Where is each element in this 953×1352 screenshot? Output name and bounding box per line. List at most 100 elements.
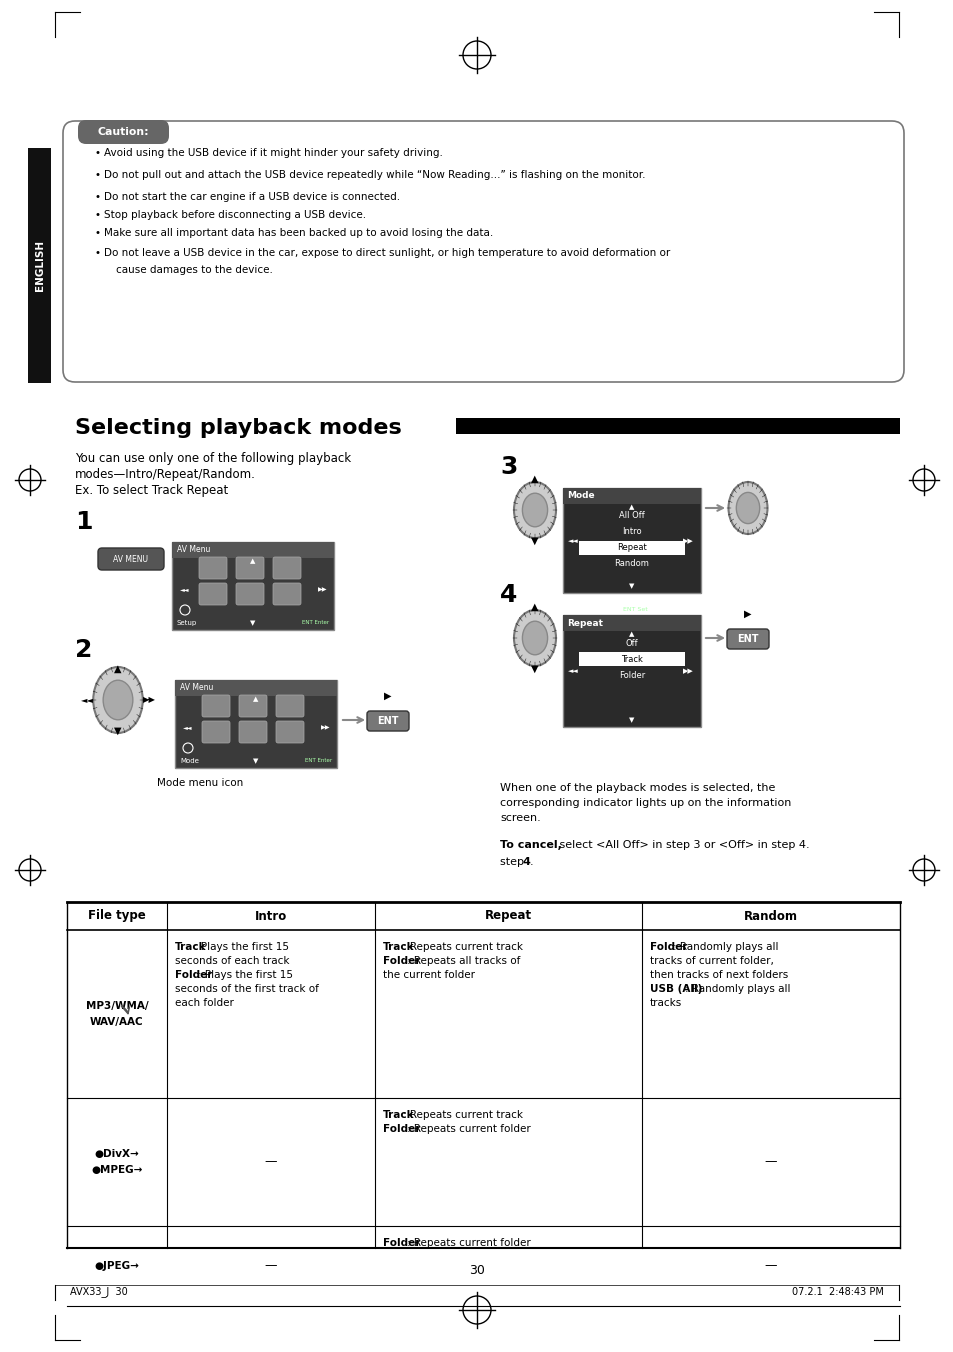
Bar [28,147,51,383]
Text: Avoid using the USB device if it might hinder your safety driving.: Avoid using the USB device if it might h… [104,147,442,158]
Text: : Repeats current track: : Repeats current track [402,1110,522,1119]
Bar [562,488,700,594]
Text: step: step [499,857,527,867]
FancyBboxPatch shape [199,583,227,604]
Text: Repeat: Repeat [566,618,602,627]
Text: •: • [94,192,100,201]
Text: : Plays the first 15: : Plays the first 15 [198,969,294,980]
Text: ▼: ▼ [114,726,122,735]
Text: ▶: ▶ [743,608,751,619]
Text: •: • [94,228,100,238]
Text: ▼: ▼ [250,621,255,626]
Text: AV MENU: AV MENU [113,554,149,564]
Text: : Randomly plays all: : Randomly plays all [673,942,778,952]
Text: ▼: ▼ [531,664,538,675]
Text: Folder: Folder [618,671,644,680]
Text: To cancel,: To cancel, [499,840,561,850]
Text: WAV/AAC: WAV/AAC [91,1017,144,1028]
Text: Make sure all important data has been backed up to avoid losing the data.: Make sure all important data has been ba… [104,228,493,238]
Bar [562,615,700,631]
Text: Do not leave a USB device in the car, expose to direct sunlight, or high tempera: Do not leave a USB device in the car, ex… [104,247,670,258]
Text: ▲: ▲ [114,664,122,675]
Text: AVX33_J  30: AVX33_J 30 [70,1287,128,1298]
Text: ▲: ▲ [250,558,255,564]
Text: : Plays the first 15: : Plays the first 15 [194,942,289,952]
Text: ENT Enter: ENT Enter [305,758,332,764]
Text: Track: Track [383,942,415,952]
Text: Mode: Mode [180,758,198,764]
Text: Folder: Folder [383,1238,420,1248]
Text: Random: Random [614,560,649,568]
Text: Off: Off [625,638,638,648]
FancyBboxPatch shape [98,548,164,571]
Text: You can use only one of the following playback: You can use only one of the following pl… [75,452,351,465]
Text: Mode menu icon: Mode menu icon [156,777,243,788]
Text: tracks: tracks [649,998,681,1009]
Text: ENGLISH: ENGLISH [34,239,45,291]
Text: corresponding indicator lights up on the information: corresponding indicator lights up on the… [499,798,791,808]
FancyBboxPatch shape [273,583,301,604]
Text: Folder: Folder [649,942,686,952]
FancyBboxPatch shape [367,711,409,731]
Text: Intro: Intro [254,910,287,922]
Text: File type: File type [88,910,146,922]
Ellipse shape [103,680,132,719]
Text: then tracks of next folders: then tracks of next folders [649,969,787,980]
Text: USB (All): USB (All) [649,984,701,994]
Text: —: — [265,1156,277,1168]
Text: Caution:: Caution: [97,127,150,137]
Text: ◄◄: ◄◄ [183,726,193,730]
Text: Mode: Mode [566,492,594,500]
FancyBboxPatch shape [726,629,768,649]
Text: Folder: Folder [383,1124,420,1134]
Text: Ex. To select Track Repeat: Ex. To select Track Repeat [75,484,228,498]
Text: 2: 2 [75,638,92,662]
Text: AV Menu: AV Menu [180,684,213,692]
Text: Folder: Folder [174,969,213,980]
Text: : Repeats current folder: : Repeats current folder [406,1238,530,1248]
Text: •: • [94,170,100,180]
Text: ENT: ENT [737,634,758,644]
Bar [456,418,899,434]
Text: 4: 4 [522,857,530,867]
Text: ▶▶: ▶▶ [317,588,327,592]
FancyBboxPatch shape [235,557,264,579]
Text: Track: Track [620,654,642,664]
Text: AV Menu: AV Menu [177,545,211,554]
Bar [174,680,336,696]
Text: 30: 30 [469,1264,484,1276]
Text: : Randomly plays all: : Randomly plays all [684,984,789,994]
FancyBboxPatch shape [202,721,230,744]
FancyBboxPatch shape [199,557,227,579]
Text: : Repeats current track: : Repeats current track [402,942,522,952]
Text: ▶▶: ▶▶ [682,668,693,675]
Text: 3: 3 [499,456,517,479]
Text: modes—Intro/Repeat/Random.: modes—Intro/Repeat/Random. [75,468,255,481]
FancyBboxPatch shape [239,695,267,717]
Text: —: — [764,1156,777,1168]
Ellipse shape [93,667,143,733]
Text: the current folder: the current folder [383,969,475,980]
Text: ▶: ▶ [384,691,392,700]
Text: ●MPEG→: ●MPEG→ [91,1165,143,1175]
Text: Do not pull out and attach the USB device repeatedly while “Now Reading...” is f: Do not pull out and attach the USB devic… [104,170,645,180]
Text: each folder: each folder [174,998,233,1009]
Text: seconds of the first track of: seconds of the first track of [174,984,318,994]
Text: Do not start the car engine if a USB device is connected.: Do not start the car engine if a USB dev… [104,192,399,201]
Text: •: • [94,210,100,220]
Text: tracks of current folder,: tracks of current folder, [649,956,773,965]
FancyBboxPatch shape [275,695,304,717]
Text: ▲: ▲ [629,631,634,637]
Text: 1: 1 [75,510,92,534]
Text: ◄◄: ◄◄ [567,668,578,675]
Bar [562,488,700,504]
Text: ◄◄: ◄◄ [80,695,93,704]
Text: screen.: screen. [499,813,540,823]
Text: ▼: ▼ [253,758,258,764]
Text: seconds of each track: seconds of each track [174,956,289,965]
Text: ENT: ENT [376,717,398,726]
Text: ◄◄: ◄◄ [567,538,578,544]
Text: All Off: All Off [618,511,644,521]
Text: Stop playback before disconnecting a USB device.: Stop playback before disconnecting a USB… [104,210,366,220]
Text: Intro: Intro [621,527,641,537]
